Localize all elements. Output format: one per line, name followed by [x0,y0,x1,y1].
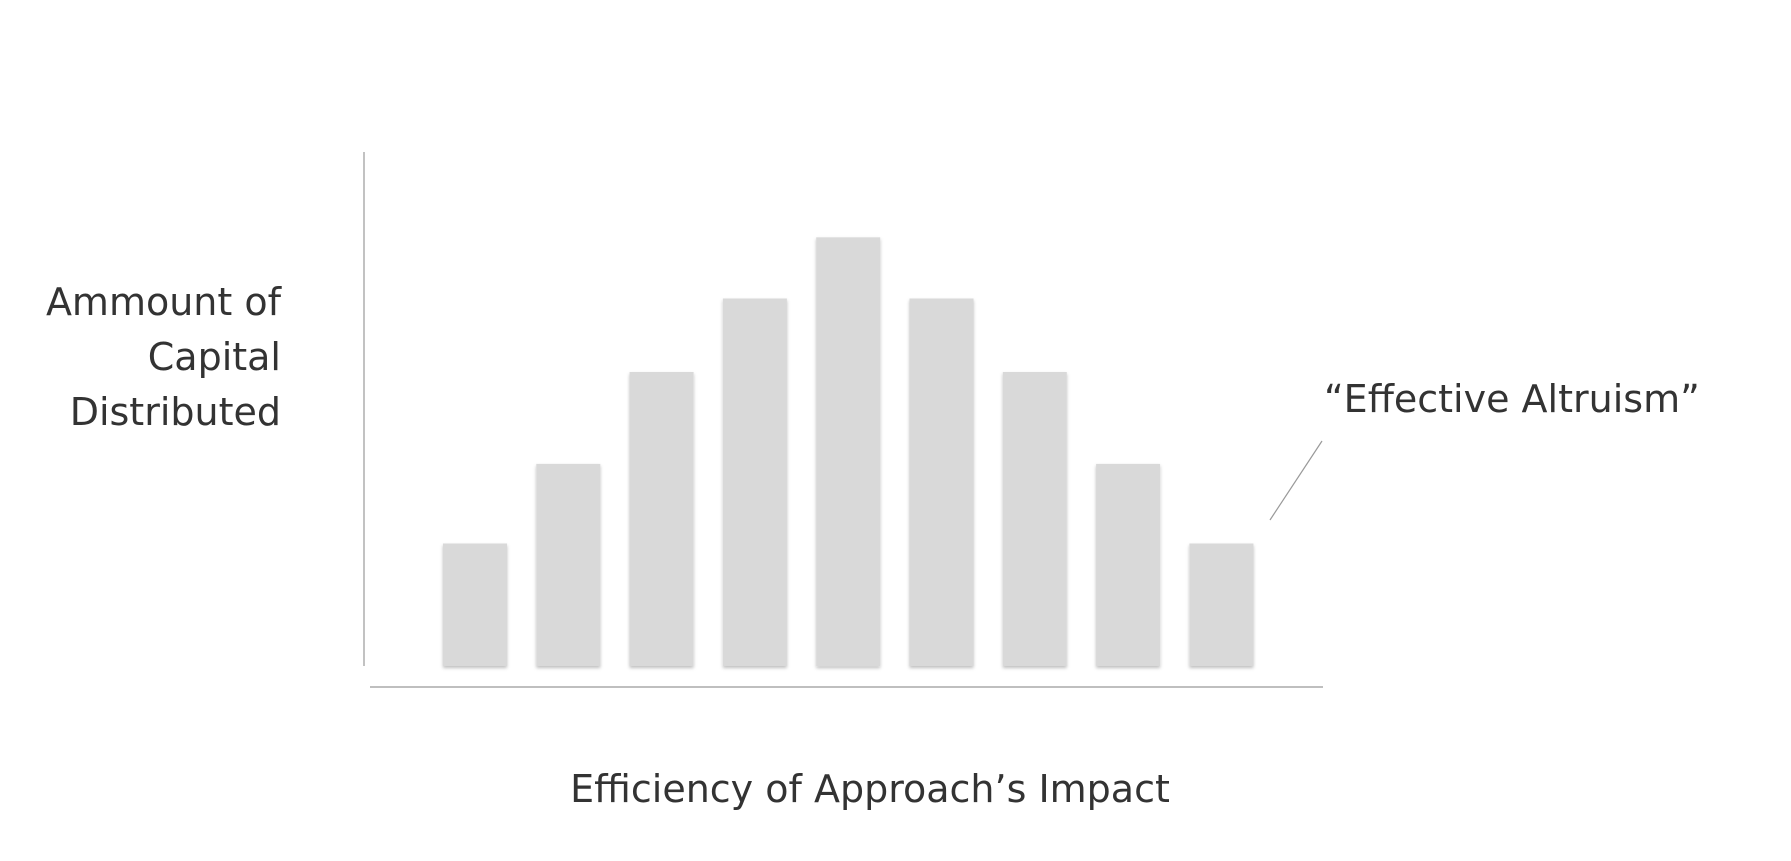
x-axis-label: Efficiency of Approach’s Impact [570,767,1170,811]
y-axis-label-line-2: Capital [147,335,281,379]
bar-4 [722,298,787,666]
annotation-leader-line [1269,440,1323,521]
bar-1 [443,543,507,666]
bar-2 [536,463,601,666]
bar-7 [1002,372,1067,666]
y-axis-label-line-1: Ammount of [45,280,281,324]
bar-3 [629,372,694,666]
bar-9 [1189,543,1254,666]
bar-6 [909,298,974,666]
y-axis-label: Ammount of Capital Distributed [46,275,281,440]
bar-8 [1096,463,1161,666]
annotation-label: “Effective Altruism” [1324,377,1700,421]
y-axis-label-line-3: Distributed [69,390,281,434]
bar-5 [816,237,881,667]
bars-group [443,237,1254,667]
